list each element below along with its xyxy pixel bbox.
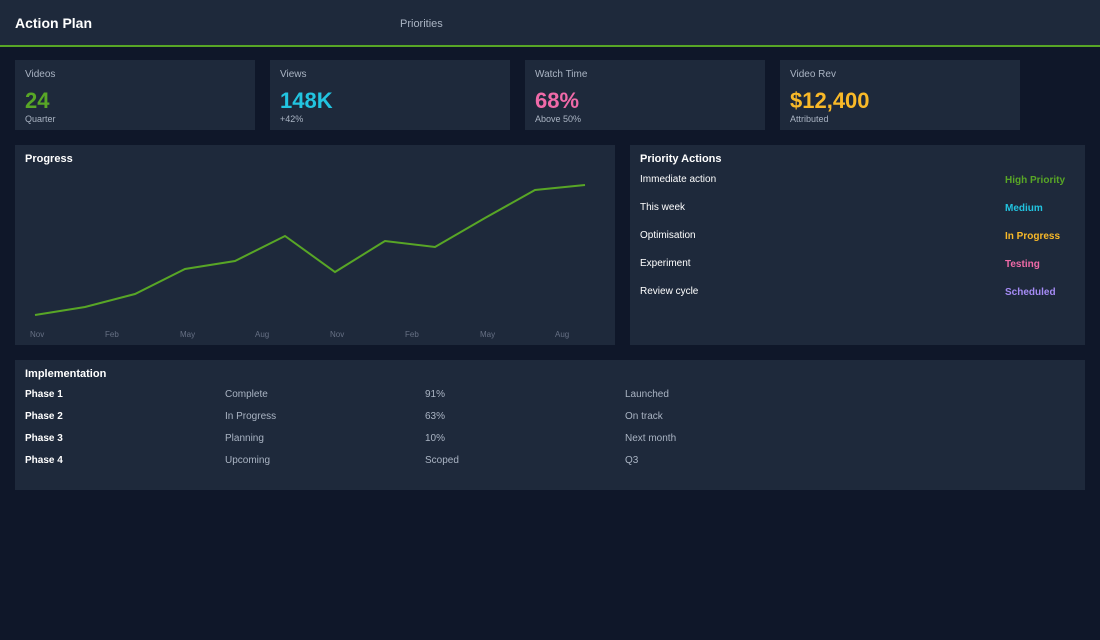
cell: On track xyxy=(625,411,663,422)
kpi-sub: Above 50% xyxy=(535,114,582,124)
x-tick-label: May xyxy=(480,330,495,339)
status-badge: In Progress xyxy=(1005,231,1061,242)
cell: 63% xyxy=(425,411,446,422)
status-badge: Medium xyxy=(1005,203,1043,214)
panel-title: Progress xyxy=(25,153,73,165)
kpi-sub: Quarter xyxy=(25,114,56,124)
nav-link[interactable]: Priorities xyxy=(400,18,443,30)
status-badge: Testing xyxy=(1005,259,1040,270)
priority-panel: Priority Actions Immediate action High Pr… xyxy=(630,145,1085,345)
cell: 10% xyxy=(425,433,446,444)
cell: Scoped xyxy=(425,455,459,466)
x-tick-label: Feb xyxy=(105,330,119,339)
action-label: Optimisation xyxy=(640,230,696,241)
action-label: Review cycle xyxy=(640,286,699,297)
x-tick-label: Feb xyxy=(405,330,419,339)
panel-title: Implementation xyxy=(25,368,107,380)
phase-name: Phase 3 xyxy=(25,433,63,444)
status-badge: Scheduled xyxy=(1005,287,1056,298)
kpi-sub: +42% xyxy=(280,114,304,124)
kpi-value: 24 xyxy=(25,88,50,113)
kpi-label: Views xyxy=(280,69,307,80)
kpi-value: 148K xyxy=(280,88,333,113)
x-tick-label: Nov xyxy=(30,330,44,339)
implementation-panel: Implementation Phase 1 Complete 91% Launche… xyxy=(15,360,1085,490)
phase-name: Phase 2 xyxy=(25,411,63,422)
kpi-card: Views 148K +42% xyxy=(270,60,510,130)
cell: Next month xyxy=(625,433,677,444)
action-label: This week xyxy=(640,202,686,213)
x-tick-label: Aug xyxy=(255,330,269,339)
cell: 91% xyxy=(425,389,446,400)
phase-name: Phase 1 xyxy=(25,389,63,400)
cell: Complete xyxy=(225,389,268,400)
x-tick-label: May xyxy=(180,330,195,339)
kpi-label: Video Rev xyxy=(790,69,836,80)
cell: Planning xyxy=(225,433,264,444)
kpi-sub: Attributed xyxy=(790,114,829,124)
kpi-label: Watch Time xyxy=(535,69,588,80)
kpi-card: Videos 24 Quarter xyxy=(15,60,255,130)
status-badge: High Priority xyxy=(1005,175,1066,186)
x-tick-label: Aug xyxy=(555,330,569,339)
chart: Nov Feb May Aug Nov Feb May Aug xyxy=(30,184,586,339)
header: Action Plan Priorities xyxy=(0,0,1100,47)
phase-name: Phase 4 xyxy=(25,455,63,466)
action-label: Experiment xyxy=(640,258,691,269)
panel-title: Priority Actions xyxy=(640,153,722,165)
cell: In Progress xyxy=(225,411,277,422)
progress-panel: Progress Nov Feb May Aug Nov Feb May Aug xyxy=(15,145,615,345)
action-label: Immediate action xyxy=(640,174,717,185)
kpi-card: Video Rev $12,400 Attributed xyxy=(780,60,1020,130)
cell: Upcoming xyxy=(225,455,271,466)
line xyxy=(34,184,586,316)
kpi-card: Watch Time 68% Above 50% xyxy=(525,60,765,130)
cell: Launched xyxy=(625,389,669,400)
x-tick-label: Nov xyxy=(330,330,344,339)
title: Action Plan xyxy=(15,15,93,31)
kpi-value: $12,400 xyxy=(790,88,870,113)
kpi-value: 68% xyxy=(535,88,580,113)
kpi-label: Videos xyxy=(25,69,56,80)
cell: Q3 xyxy=(625,455,639,466)
